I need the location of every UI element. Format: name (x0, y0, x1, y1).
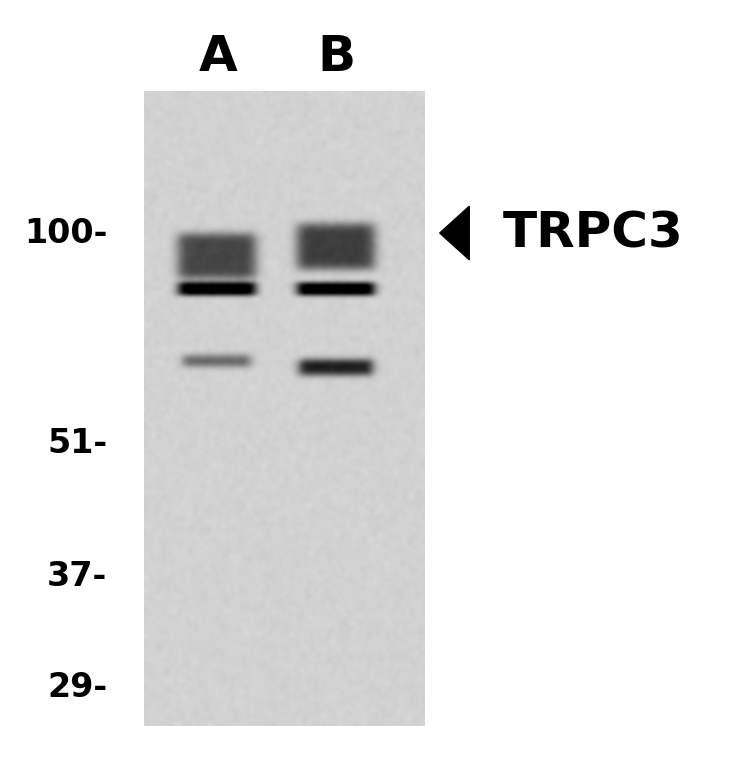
Polygon shape (440, 206, 469, 260)
Text: TRPC3: TRPC3 (503, 209, 684, 257)
Text: 51-: 51- (47, 426, 107, 460)
Text: 37-: 37- (47, 560, 107, 594)
Text: B: B (317, 34, 355, 81)
Text: A: A (199, 34, 237, 81)
Text: 29-: 29- (47, 671, 107, 704)
Text: 100-: 100- (24, 216, 107, 250)
